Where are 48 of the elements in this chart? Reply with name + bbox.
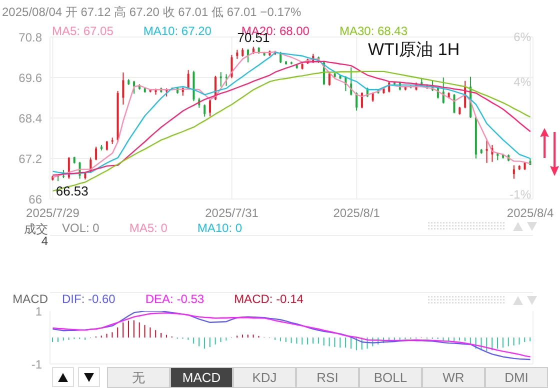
text: MA30: 68.43 — [339, 24, 408, 38]
candlestick — [106, 140, 108, 151]
candlestick — [204, 104, 206, 118]
x-tick-label: 2025/7/29 — [26, 206, 80, 220]
x-tick-label: 2025/8/4 — [506, 206, 554, 220]
series-label: DEA: -0.53 — [145, 292, 204, 306]
candlestick — [95, 146, 98, 161]
text: WR — [422, 367, 485, 388]
y-tick-label: 67.2 — [18, 152, 42, 166]
candlestick — [328, 72, 330, 86]
x-tick-label: 2025/8/1 — [333, 206, 380, 220]
chart-title: WTI原油 1H — [368, 39, 460, 61]
candlestick — [220, 72, 222, 88]
candlestick — [512, 164, 515, 180]
annotation: 66.53 — [56, 183, 88, 198]
text: MA5: 0 — [129, 221, 168, 235]
text: RSI — [296, 367, 359, 388]
text: MA10: 0 — [197, 221, 242, 235]
y-tick-label: -1 — [31, 357, 42, 372]
candlestick — [356, 92, 358, 112]
text: DMI — [485, 367, 548, 388]
text: MACD — [170, 367, 233, 388]
chart-title: MACD — [12, 292, 48, 306]
text: 无 — [107, 367, 170, 388]
text: 成交 — [23, 221, 48, 236]
y-tick-label: 66 — [28, 192, 42, 206]
text: MA5: 67.05 — [52, 24, 114, 38]
text: BOLL — [359, 367, 422, 388]
candlestick — [360, 92, 363, 109]
text: MA10: 67.20 — [143, 24, 212, 38]
candlestick — [453, 94, 456, 114]
y-tick-label: 69.6 — [18, 70, 42, 85]
text: 4 — [41, 234, 48, 248]
series-label: DIF: -0.60 — [62, 292, 116, 306]
candlestick — [209, 99, 212, 117]
y-tick-label: 70.8 — [18, 30, 42, 44]
text: KDJ — [233, 367, 296, 388]
candlestick — [133, 80, 136, 94]
candlestick — [442, 77, 444, 104]
y-tick-label: 1 — [35, 304, 42, 318]
candlestick — [225, 74, 228, 86]
candlestick — [236, 49, 238, 60]
text: MACD: -0.14 — [234, 292, 304, 306]
candlestick — [122, 72, 124, 105]
y-tick-label: 68.4 — [18, 111, 42, 126]
x-tick-label: 2025/7/31 — [205, 206, 259, 220]
chart-subtitle: 2025/08/04 开 67.12 高 67.20 收 67.01 低 67.01 −0.17% — [2, 4, 302, 21]
text: VOL: 0 — [62, 221, 100, 235]
